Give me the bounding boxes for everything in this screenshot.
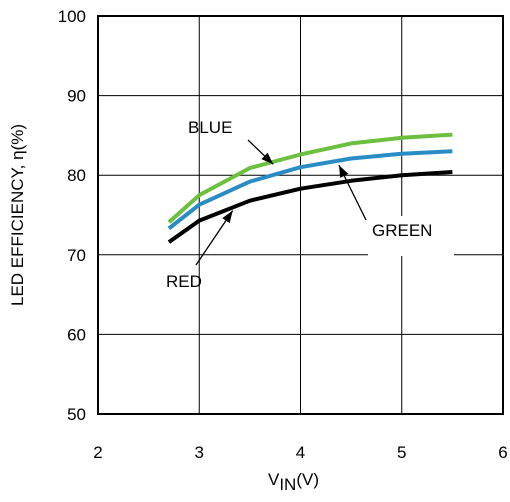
annotation-green-arrow-head [338,165,349,178]
x-axis-label: VIN(V) [268,470,319,494]
x-tick-label: 5 [397,443,406,462]
x-axis-label-unit: (V) [296,470,319,489]
y-tick-label: 80 [67,166,86,185]
annotation-red-label: RED [166,272,202,291]
x-tick-label: 4 [296,443,305,462]
y-tick-label: 50 [67,405,86,424]
x-tick-label: 2 [93,443,102,462]
annotation-blue-label: BLUE [188,118,232,137]
x-axis-label-subscript: IN [279,475,296,494]
y-tick-label: 100 [58,7,86,26]
x-tick-label: 6 [498,443,507,462]
x-tick-labels: 2 3 4 5 6 [93,443,507,462]
x-axis-label-main: V [268,470,280,489]
annotations: BLUE GREEN RED [166,118,454,291]
plot-frame [97,15,504,415]
annotation-blue-arrow-head [261,152,274,165]
series-lines [167,132,453,244]
series-line-green [167,149,453,231]
y-axis-label: LED EFFICIENCY, η(%) [8,124,27,306]
series-line-blue [167,132,453,224]
y-tick-label: 60 [67,325,86,344]
grid [97,15,504,415]
y-tick-labels: 50 60 70 80 90 100 [58,7,86,424]
y-tick-label: 90 [67,87,86,106]
series-line-red [167,170,453,244]
x-tick-label: 3 [195,443,204,462]
annotation-green-label: GREEN [372,221,432,240]
annotation-red-arrow-head [222,210,233,224]
y-tick-label: 70 [67,246,86,265]
annotation-green-bg [368,216,454,256]
